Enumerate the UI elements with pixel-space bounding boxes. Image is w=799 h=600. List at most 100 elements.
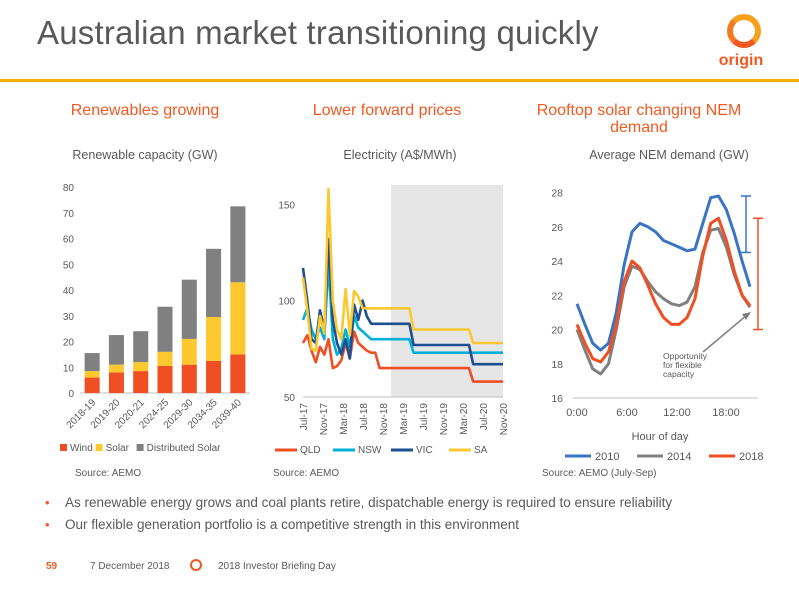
x-tick-label: Jul-18 [359, 403, 370, 431]
y-tick-label: 40 [63, 286, 75, 297]
y-tick-label: 100 [278, 297, 295, 308]
annotation-text: for flexible [663, 360, 702, 370]
x-tick-label: Mar-20 [459, 403, 470, 435]
bar-segment [230, 354, 246, 393]
y-tick-label: 22 [551, 290, 563, 302]
x-axis-label: Hour of day [632, 431, 689, 443]
logo-text: origin [718, 52, 764, 69]
legend-swatch [95, 444, 103, 451]
y-tick-label: 50 [63, 260, 75, 271]
panel-title-prices: Lower forward prices [312, 102, 462, 119]
bullet-dot-icon: • [45, 517, 50, 532]
legend-label: QLD [300, 445, 321, 456]
bar-segment [206, 360, 222, 393]
y-tick-label: 80 [63, 183, 75, 194]
bar-segment [133, 331, 149, 363]
footer-ring-icon [190, 559, 202, 571]
bar-segment [108, 335, 124, 365]
x-tick-label: 6:00 [616, 407, 637, 419]
y-tick-label: 20 [63, 338, 75, 349]
bar-segment [157, 351, 173, 366]
legend-label: NSW [358, 445, 382, 456]
footer-event: 2018 Investor Briefing Day [218, 561, 336, 572]
bar-segment [206, 248, 222, 318]
forward-region-shading [391, 185, 503, 397]
bullet-list: • As renewable energy grows and coal plan… [45, 495, 672, 539]
y-tick-label: 28 [551, 188, 563, 200]
y-tick-label: 18 [551, 359, 563, 371]
bullet-item: • Our flexible generation portfolio is a … [45, 517, 519, 532]
bar-segment [230, 206, 246, 283]
x-tick-label: Nov-18 [379, 403, 390, 436]
panel-subtitle-solar: Average NEM demand (GW) [589, 148, 749, 162]
legend-label: VIC [416, 445, 433, 456]
bullet-item: • As renewable energy grows and coal plan… [45, 495, 673, 510]
y-tick-label: 70 [63, 209, 75, 220]
panel-title-solar: Rooftop solar changing NEM demand [536, 102, 742, 136]
x-tick-label: 0:00 [566, 407, 587, 419]
bar-segment [108, 372, 124, 393]
page-number: 59 [46, 561, 58, 572]
y-tick-label: 30 [63, 312, 75, 323]
panel-subtitle-renewables: Renewable capacity (GW) [72, 148, 218, 162]
bar-segment [206, 317, 222, 361]
legend-label: 2014 [667, 451, 691, 463]
series-line-2014 [575, 227, 752, 376]
source-prices: Source: AEMO [273, 468, 340, 479]
annotation-text: Opportunity [663, 351, 708, 361]
origin-ring-icon [727, 14, 761, 48]
x-tick-label: Mar-18 [339, 403, 350, 435]
legend-label: SA [474, 445, 488, 456]
series-line-vic [301, 237, 503, 366]
y-tick-label: 10 [63, 363, 75, 374]
legend-swatch [60, 444, 67, 451]
bar-segment [108, 364, 124, 373]
bar-segment [133, 371, 149, 393]
annotation-text: capacity [663, 369, 695, 379]
source-solar: Source: AEMO (July-Sep) [542, 468, 657, 479]
bar-segment [84, 353, 100, 372]
series-line-sa [301, 187, 503, 352]
bullet-dot-icon: • [45, 495, 50, 510]
bar-segment [84, 377, 100, 393]
annotation-arrow [702, 314, 748, 353]
series-line-2010 [575, 194, 752, 352]
y-tick-label: 0 [68, 389, 74, 400]
y-tick-label: 60 [63, 235, 75, 246]
legend-label: Wind [70, 443, 93, 454]
bar-segment [181, 279, 197, 339]
bar-segment [181, 338, 197, 365]
x-tick-label: 12:00 [663, 407, 691, 419]
legend-label: Distributed Solar [147, 443, 222, 454]
series-line-qld [301, 330, 503, 383]
origin-logo: origin [711, 8, 771, 72]
page-title: Australian market transitioning quickly [37, 14, 599, 51]
bar-segment [157, 365, 173, 393]
x-tick-label: Jul-20 [479, 403, 490, 431]
x-tick-label: 18:00 [712, 407, 740, 419]
legend-label: 2010 [595, 451, 619, 463]
legend-label: 2018 [739, 451, 763, 463]
legend-swatch [136, 444, 144, 451]
x-tick-label: Mar-19 [399, 403, 410, 435]
panel-subtitle-prices: Electricity (A$/MWh) [343, 148, 457, 162]
header-rule [0, 79, 799, 82]
y-tick-label: 26 [551, 222, 563, 234]
panel-title-renewables: Renewables growing [70, 102, 220, 119]
legend-label: Solar [106, 443, 130, 454]
bar-segment [84, 371, 100, 378]
x-tick-label: Nov-17 [319, 403, 330, 436]
bar-segment [157, 306, 173, 352]
bar-segment [133, 362, 149, 372]
x-tick-label: Jul-19 [419, 403, 430, 431]
series-line-2018 [575, 216, 752, 364]
y-tick-label: 50 [284, 393, 296, 404]
nem-demand-chart: 16 18 20 22 24 26 28 0:00 6:00 12:00 18:00 Hour of … [551, 188, 763, 463]
y-tick-label: 150 [278, 200, 295, 211]
y-tick-label: 24 [551, 256, 563, 268]
footer-date: 7 December 2018 [90, 561, 170, 572]
y-tick-label: 20 [551, 325, 563, 337]
source-renewables: Source: AEMO [75, 468, 142, 479]
annotation-arrowhead [742, 312, 751, 320]
forward-prices-chart: 50 100 150 Jul-17 Nov-17 Mar-18 Jul-18 Nov-18 Ma… [275, 185, 510, 456]
